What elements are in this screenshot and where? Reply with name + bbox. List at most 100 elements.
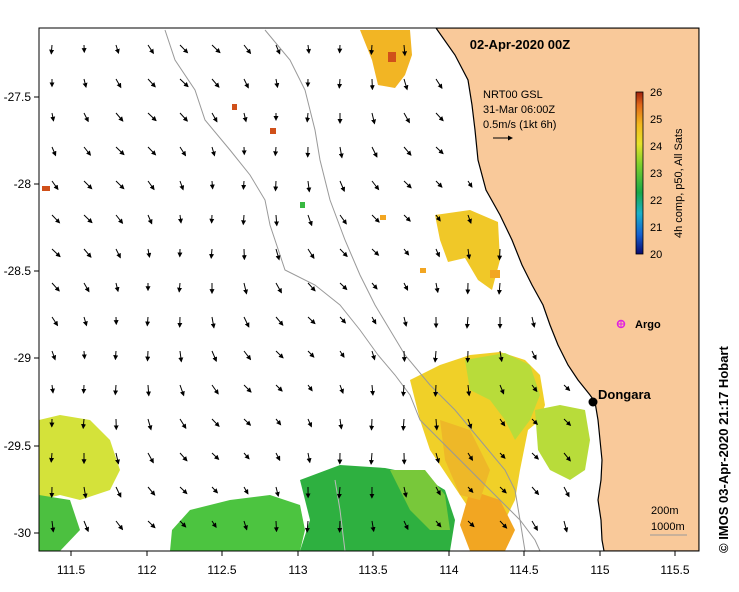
current-vector-arrow: [82, 78, 88, 88]
current-vector-arrow: [403, 520, 409, 531]
current-vector-arrow: [531, 520, 538, 531]
current-vector-arrow: [467, 486, 474, 494]
current-vector-arrow: [273, 146, 279, 157]
map-title: 02-Apr-2020 00Z: [470, 37, 570, 52]
current-vector-arrow: [531, 486, 540, 496]
colorbar-tick: 20: [650, 249, 662, 261]
current-vector-arrow: [307, 316, 316, 325]
current-vector-arrow: [467, 214, 472, 224]
lat-label: -28: [14, 177, 32, 191]
current-vector-arrow: [498, 350, 504, 363]
lon-label: 113.5: [358, 563, 387, 577]
current-vector-arrow: [307, 384, 313, 392]
current-vector-arrow: [243, 282, 249, 295]
current-vector-arrow: [435, 486, 441, 496]
lon-label: 115: [590, 563, 609, 577]
credit-text: © IMOS 03-Apr-2020 21:17 Hobart: [716, 346, 731, 553]
current-vector-arrow: [371, 248, 380, 256]
current-legend-line2: 31-Mar 06:00Z: [483, 104, 555, 116]
current-vector-arrow: [243, 78, 249, 89]
current-vector-arrow: [115, 520, 124, 531]
current-vector-arrow: [400, 418, 406, 431]
current-vector-arrow: [467, 180, 473, 188]
current-vector-arrow: [209, 180, 215, 190]
current-vector-arrow: [371, 214, 380, 223]
current-vector-arrow: [339, 350, 345, 358]
current-vector-arrow: [179, 452, 188, 462]
current-vector-arrow: [499, 418, 506, 427]
current-vector-arrow: [243, 418, 252, 426]
current-vector-arrow: [499, 486, 507, 494]
current-vector-arrow: [434, 418, 439, 431]
current-vector-arrow: [115, 214, 124, 224]
current-vector-arrow: [114, 44, 120, 55]
current-vector-arrow: [147, 180, 155, 191]
current-vector-arrow: [401, 350, 407, 363]
lon-label: 112.5: [207, 563, 236, 577]
current-vector-arrow: [211, 350, 218, 363]
current-vector-arrow: [499, 520, 508, 529]
current-vector-arrow: [147, 214, 153, 225]
current-vector-arrow: [147, 146, 157, 156]
current-vector-arrow: [435, 112, 444, 122]
colorbar-tick: 24: [650, 141, 662, 153]
current-vector-arrow: [403, 180, 412, 189]
current-vector-arrow: [179, 44, 189, 54]
current-vector-arrow: [531, 418, 539, 426]
current-vector-arrow: [401, 384, 406, 397]
current-vector-arrow: [339, 316, 347, 324]
current-vector-arrow: [434, 282, 440, 294]
current-vector-arrow: [179, 520, 187, 528]
current-vector-arrow: [403, 78, 409, 91]
current-legend-line1: NRT00 GSL: [483, 89, 543, 101]
current-vector-arrow: [403, 146, 412, 156]
current-vector-arrow: [211, 486, 219, 494]
current-vector-arrow: [464, 316, 470, 329]
current-vector-arrow: [275, 350, 284, 359]
current-vector-arrow: [435, 452, 441, 464]
current-vector-arrow: [304, 520, 310, 533]
current-vector-arrow: [82, 316, 88, 327]
current-vector-arrow: [50, 520, 56, 533]
current-vector-arrow: [403, 112, 410, 124]
current-vector-arrow: [179, 418, 187, 430]
colorbar-tick: 25: [650, 114, 662, 126]
current-vector-arrow: [179, 78, 189, 88]
current-vector-arrow: [435, 248, 440, 258]
isobath-1000m: [264, 29, 526, 551]
current-vector-arrow: [147, 520, 156, 529]
current-vector-arrow: [241, 214, 247, 226]
colorbar-tick: 23: [650, 168, 662, 180]
current-vector-arrow: [275, 316, 284, 326]
current-vector-arrow: [371, 350, 376, 361]
current-vector-arrow: [210, 146, 216, 157]
current-vector-arrow: [530, 316, 536, 328]
current-vector-arrow: [115, 112, 124, 122]
current-vector-arrow: [243, 316, 250, 328]
current-vector-arrow: [115, 486, 122, 498]
current-vector-arrow: [81, 418, 87, 430]
lat-label: -29: [14, 351, 32, 365]
current-vector-arrow: [243, 384, 252, 393]
current-vector-arrow: [275, 452, 281, 462]
current-vector-arrow: [307, 282, 316, 292]
current-vector-arrow: [339, 384, 344, 395]
current-vector-arrow: [339, 214, 347, 225]
current-vector-arrow: [83, 180, 93, 190]
current-vector-arrow: [306, 44, 311, 54]
current-vector-arrow: [369, 44, 375, 56]
current-vector-arrow: [179, 180, 185, 191]
current-vector-arrow: [145, 316, 151, 327]
current-vector-arrow: [338, 418, 344, 430]
current-vector-arrow: [466, 384, 472, 397]
current-vector-arrow: [371, 112, 377, 125]
current-vector-arrow: [115, 146, 125, 156]
current-vector-arrow: [336, 486, 342, 499]
current-vector-arrow: [209, 248, 215, 259]
current-vector-arrow: [145, 350, 151, 362]
current-vector-arrow: [147, 486, 156, 496]
current-vector-arrow: [435, 214, 441, 222]
current-vector-arrow: [403, 248, 410, 256]
current-vector-arrow: [178, 350, 184, 363]
current-vector-arrow: [402, 486, 408, 498]
